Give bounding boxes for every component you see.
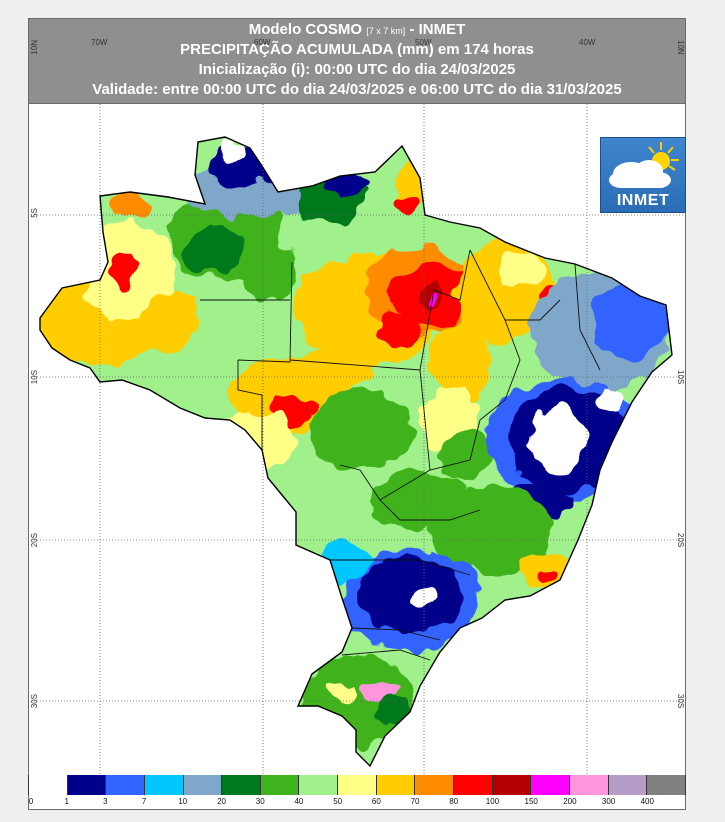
lat-lon-grid	[28, 104, 686, 774]
legend-tick-label: 0	[28, 797, 34, 806]
legend-swatch	[647, 775, 686, 795]
legend-tick-label: 1	[64, 797, 69, 806]
lat-label-10s-right: 10S	[676, 370, 685, 385]
legend-ticks: 0 1 3 7 10 20 30 40 50 60 70 80 100 150 200 300 400	[28, 797, 686, 809]
legend-tick-label: 300	[601, 797, 616, 806]
lon-label-40w: 40W	[579, 38, 596, 47]
legend-tick-label: 10	[178, 797, 188, 806]
legend-swatch	[569, 775, 609, 795]
legend-tick-label: 100	[485, 797, 500, 806]
lon-label-70w: 70W	[91, 38, 108, 47]
legend-swatch	[28, 775, 68, 795]
legend-swatch	[415, 775, 455, 795]
logo-text: INMET	[616, 192, 670, 209]
legend-swatches	[28, 775, 686, 795]
lat-label-10n-right: 10N	[676, 40, 685, 55]
title-line-2: PRECIPITAÇÃO ACUMULADA (mm) em 174 horas	[180, 41, 534, 58]
legend-tick-label: 50	[333, 797, 343, 806]
legend-tick-label: 70	[410, 797, 420, 806]
legend-tick-label: 3	[103, 797, 108, 806]
lon-label-60w: 60W	[254, 38, 271, 47]
lon-label-50w: 50W	[415, 38, 432, 47]
legend-swatch	[608, 775, 648, 795]
lat-label-20s-right: 20S	[676, 533, 685, 548]
legend-tick-label: 150	[524, 797, 538, 806]
brazil-outline	[39, 136, 673, 768]
title-line-1: Modelo COSMO [7 x 7 km] - INMET	[29, 21, 685, 40]
legend-tick-label: 40	[294, 797, 304, 806]
legend-tick-label: 80	[449, 797, 459, 806]
legend-swatch	[299, 775, 339, 795]
map-header: Modelo COSMO [7 x 7 km] - INMET PRECIPIT…	[28, 18, 686, 104]
sun-cloud-icon	[609, 142, 679, 188]
state-borders	[200, 249, 601, 661]
legend-tick-label: 400	[640, 797, 654, 806]
legend-tick-label: 7	[141, 797, 147, 806]
legend-tick-label: 200	[563, 797, 577, 806]
legend-swatch	[183, 775, 223, 795]
legend-swatch	[144, 775, 184, 795]
initialization-line: Inicialização (i): 00:00 UTC do dia 24/0…	[198, 61, 516, 78]
agency-suffix: - INMET	[409, 21, 466, 38]
legend-swatch	[222, 775, 261, 795]
legend-swatch	[454, 775, 493, 795]
model-resolution: [7 x 7 km]	[366, 26, 406, 36]
model-name: Modelo COSMO	[248, 21, 363, 38]
precipitation-map[interactable]	[28, 104, 686, 774]
legend-tick-label: 20	[217, 797, 226, 806]
legend-swatch	[260, 775, 300, 795]
legend-swatch	[531, 775, 570, 795]
legend-swatch	[338, 775, 377, 795]
legend-swatch	[376, 775, 416, 795]
lat-label-30s-right: 30S	[676, 694, 685, 709]
legend-swatch	[67, 775, 107, 795]
validity-line: Validade: entre 00:00 UTC do dia 24/03/2…	[92, 81, 622, 98]
color-legend: 0 1 3 7 10 20 30 40 50 60 70 80 100 150 200 300 400	[28, 775, 686, 810]
precipitation-field	[40, 137, 672, 766]
legend-tick-label: 60	[371, 797, 381, 806]
legend-swatch	[492, 775, 532, 795]
legend-tick-label: 30	[255, 797, 265, 806]
inmet-logo: INMET	[600, 137, 686, 213]
legend-swatch	[106, 775, 145, 795]
lat-label-10n-left: 10N	[30, 40, 39, 55]
